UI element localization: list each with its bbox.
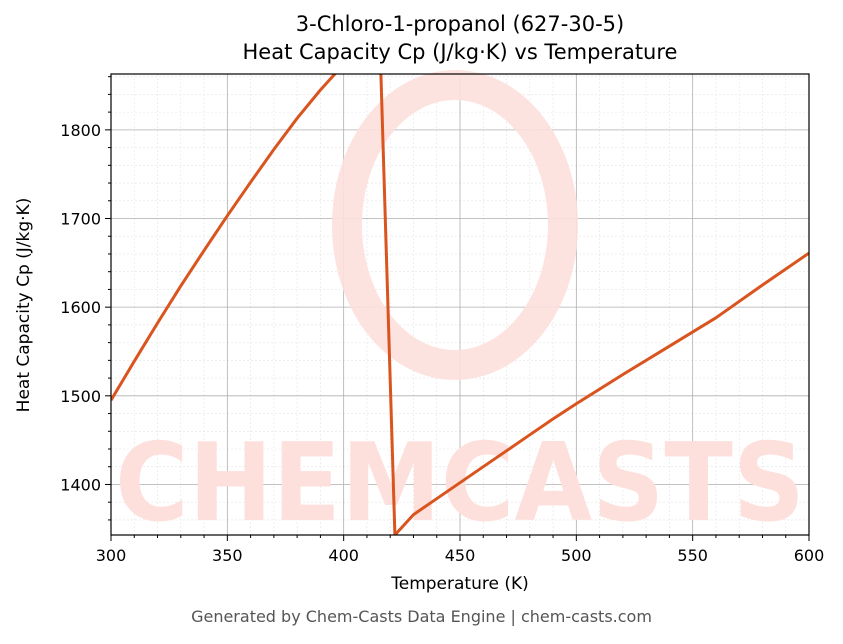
watermark-swirl xyxy=(332,70,578,380)
y-tick-label: 1600 xyxy=(60,298,101,317)
x-axis: 300 350 400 450 500 550 600 xyxy=(96,535,825,565)
chart-title-line2: Heat Capacity Cp (J/kg·K) vs Temperature xyxy=(242,40,678,64)
footer-credit: Generated by Chem-Casts Data Engine | ch… xyxy=(191,607,652,626)
x-tick-label: 600 xyxy=(794,546,825,565)
series-layer xyxy=(111,74,809,535)
y-tick-label: 1400 xyxy=(60,475,101,494)
series-line-0 xyxy=(111,74,809,535)
y-tick-label: 1800 xyxy=(60,121,101,140)
x-tick-label: 450 xyxy=(445,546,476,565)
watermark-logo: CHEMCASTS xyxy=(115,70,805,546)
x-tick-label: 500 xyxy=(561,546,592,565)
x-tick-label: 350 xyxy=(212,546,243,565)
y-tick-label: 1500 xyxy=(60,387,101,406)
x-tick-label: 550 xyxy=(677,546,708,565)
chart-title-line1: 3-Chloro-1-propanol (627-30-5) xyxy=(295,12,625,36)
y-tick-label: 1700 xyxy=(60,210,101,229)
x-tick-label: 300 xyxy=(96,546,127,565)
y-axis: 1400 1500 1600 1700 1800 xyxy=(60,76,111,521)
y-axis-label: Heat Capacity Cp (J/kg·K) xyxy=(14,197,34,413)
x-tick-label: 400 xyxy=(328,546,359,565)
x-axis-label: Temperature (K) xyxy=(391,574,529,594)
